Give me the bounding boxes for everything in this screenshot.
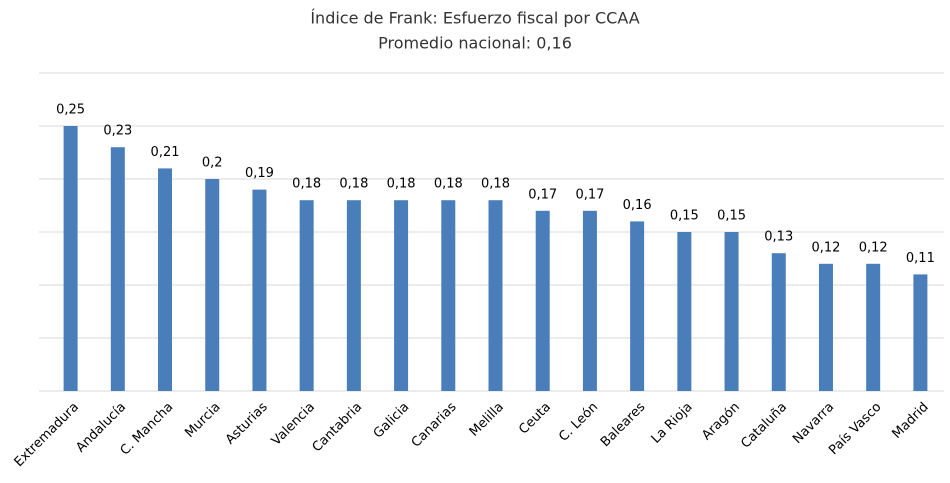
bar — [630, 221, 645, 391]
chart-subtitle: Promedio nacional: 0,16 — [378, 34, 572, 53]
x-tick-label: Baleares — [598, 400, 649, 451]
bar — [110, 147, 125, 391]
value-label: 0,13 — [764, 230, 793, 245]
x-tick-label: Cantabria — [310, 400, 366, 456]
x-tick-label: Valencia — [269, 400, 318, 449]
value-label: 0,16 — [623, 198, 652, 213]
x-tick-label: Ceuta — [516, 400, 554, 438]
value-label: 0,17 — [575, 187, 604, 202]
x-tick-label: Aragón — [699, 400, 743, 444]
bar — [63, 126, 78, 391]
value-label: 0,18 — [339, 177, 368, 192]
bar — [441, 200, 456, 391]
value-label: 0,19 — [245, 166, 274, 181]
bar — [818, 263, 833, 391]
value-label: 0,25 — [56, 103, 85, 118]
value-label: 0,11 — [906, 251, 935, 266]
bar — [582, 210, 597, 391]
x-tick-label: Canarias — [409, 400, 460, 451]
bar — [535, 210, 550, 391]
value-label: 0,15 — [670, 209, 699, 224]
x-tick-label: Extremadura — [12, 400, 82, 470]
value-label: 0,18 — [387, 177, 416, 192]
x-tick-label: C. León — [556, 400, 601, 445]
value-label: 0,2 — [202, 156, 223, 171]
value-label: 0,15 — [717, 209, 746, 224]
bar — [677, 232, 692, 391]
x-tick-label: La Rioja — [649, 400, 696, 447]
bar — [205, 179, 220, 391]
value-label: 0,17 — [528, 187, 557, 202]
x-tick-label: Galicia — [371, 400, 413, 442]
bar — [771, 253, 786, 391]
value-label: 0,12 — [811, 240, 840, 255]
value-label: 0,18 — [434, 177, 463, 192]
x-tick-label: Asturias — [223, 400, 271, 448]
value-label: 0,18 — [481, 177, 510, 192]
value-label: 0,23 — [103, 124, 132, 139]
x-tick-label: Murcia — [182, 400, 223, 441]
bar — [913, 274, 928, 391]
value-label: 0,12 — [859, 240, 888, 255]
x-tick-label: Madrid — [890, 400, 932, 442]
bar — [252, 189, 267, 391]
bar — [346, 200, 361, 391]
value-label: 0,18 — [292, 177, 321, 192]
bar — [866, 263, 881, 391]
bar — [158, 168, 173, 391]
bar — [299, 200, 314, 391]
bar — [488, 200, 503, 391]
x-tick-label: Cataluña — [738, 400, 790, 452]
bar — [394, 200, 409, 391]
x-tick-label: Navarra — [790, 400, 837, 447]
bar — [724, 232, 739, 391]
x-tick-label: Melilla — [467, 400, 507, 440]
value-label: 0,21 — [151, 145, 180, 160]
chart-title: Índice de Frank: Esfuerzo fiscal por CCA… — [310, 9, 639, 28]
